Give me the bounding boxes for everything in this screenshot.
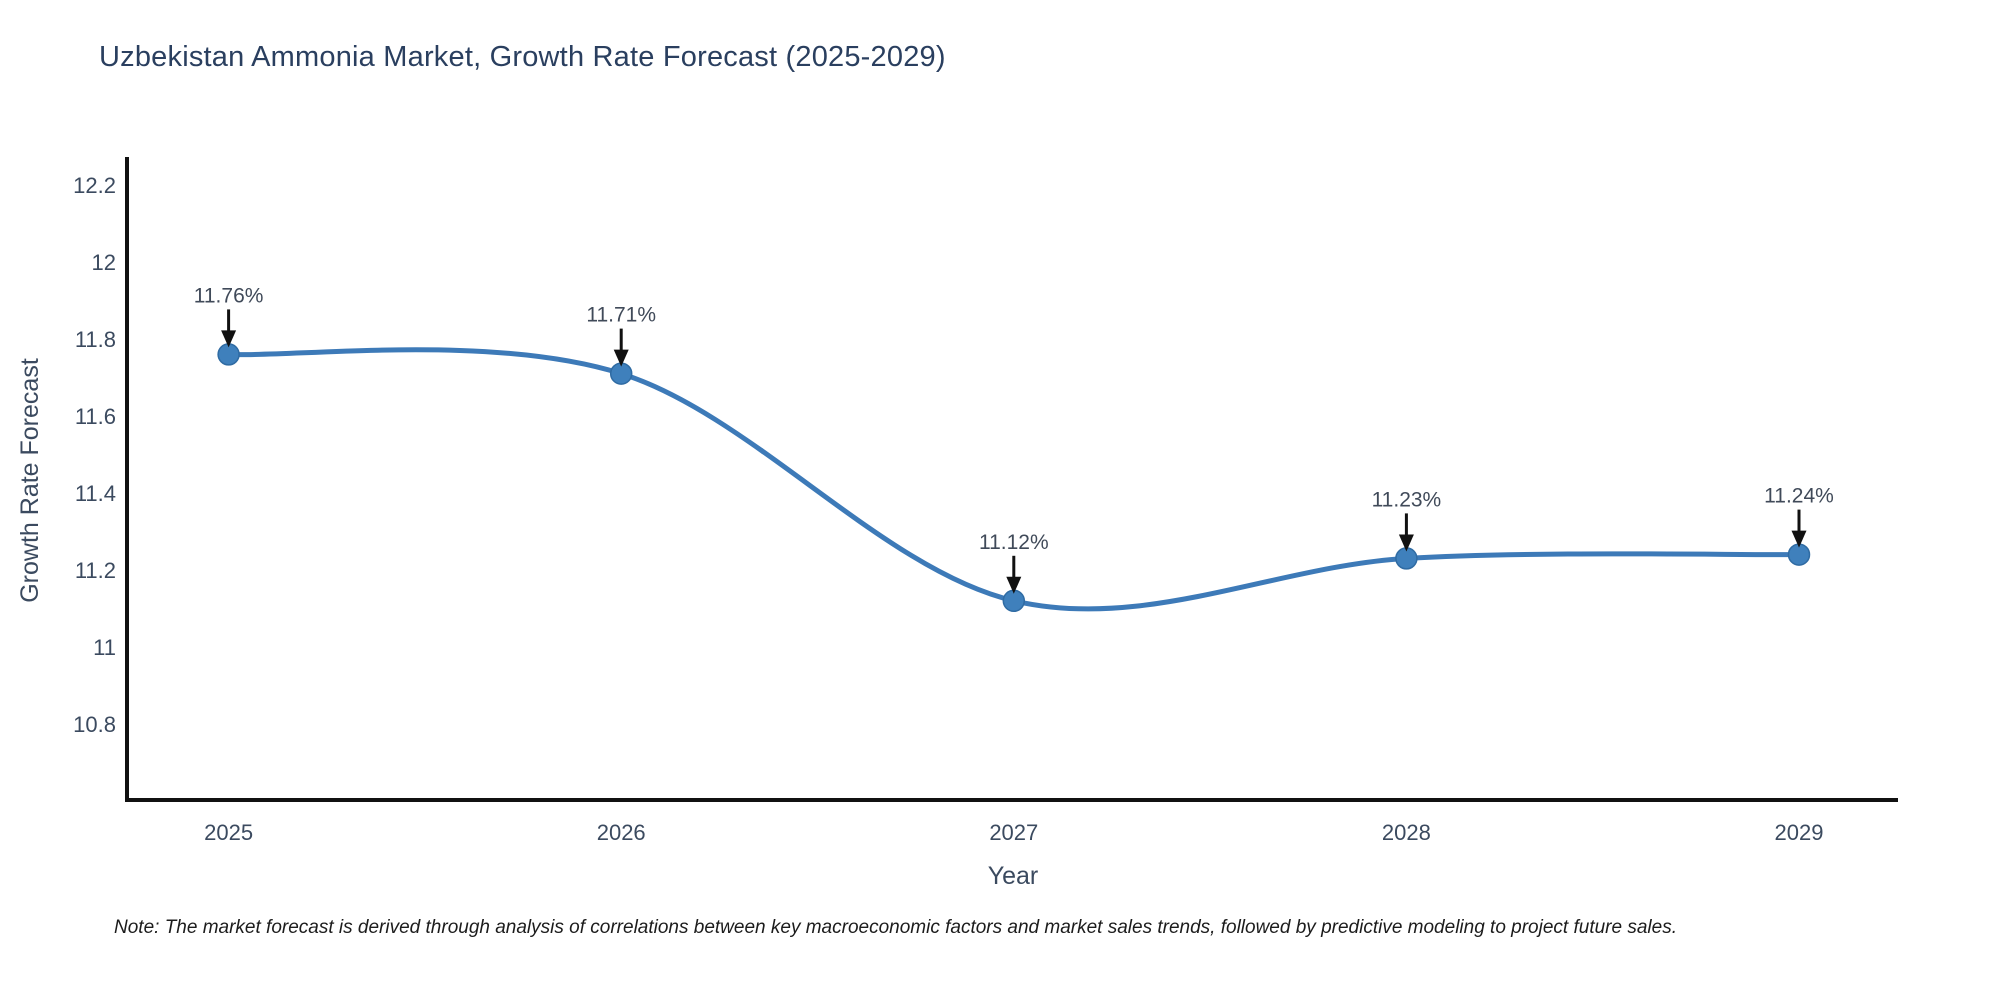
- annotation-label: 11.76%: [194, 284, 264, 307]
- x-axis-title: Year: [987, 862, 1039, 890]
- annotation-label: 11.12%: [979, 531, 1049, 554]
- annotation-label: 11.23%: [1372, 488, 1442, 511]
- y-axis-title: Growth Rate Forecast: [16, 358, 44, 603]
- chart-title: Uzbekistan Ammonia Market, Growth Rate F…: [99, 41, 946, 73]
- annotation-arrowhead: [221, 330, 237, 348]
- annotation-arrowhead: [1791, 530, 1807, 548]
- x-tick-label: 2025: [204, 820, 253, 845]
- y-tick-label: 11.8: [75, 327, 116, 352]
- y-tick-label: 11.6: [75, 404, 116, 429]
- annotation-arrowhead: [613, 349, 629, 367]
- annotation-label: 11.71%: [586, 304, 656, 327]
- y-tick-label: 12: [92, 250, 116, 275]
- y-tick-label: 10.8: [73, 712, 116, 737]
- x-tick-label: 2028: [1382, 820, 1431, 845]
- x-tick-label: 2026: [597, 820, 646, 845]
- annotation-arrowhead: [1006, 576, 1022, 594]
- footnote: Note: The market forecast is derived thr…: [114, 917, 1677, 938]
- y-tick-label: 11.2: [75, 558, 116, 583]
- x-tick-label: 2027: [989, 820, 1038, 845]
- y-tick-label: 11: [93, 635, 116, 660]
- annotation-arrowhead: [1398, 534, 1414, 552]
- annotation-label: 11.24%: [1764, 485, 1834, 508]
- y-tick-label: 11.4: [75, 481, 116, 506]
- x-tick-label: 2029: [1775, 820, 1824, 845]
- y-tick-label: 12.2: [73, 173, 116, 198]
